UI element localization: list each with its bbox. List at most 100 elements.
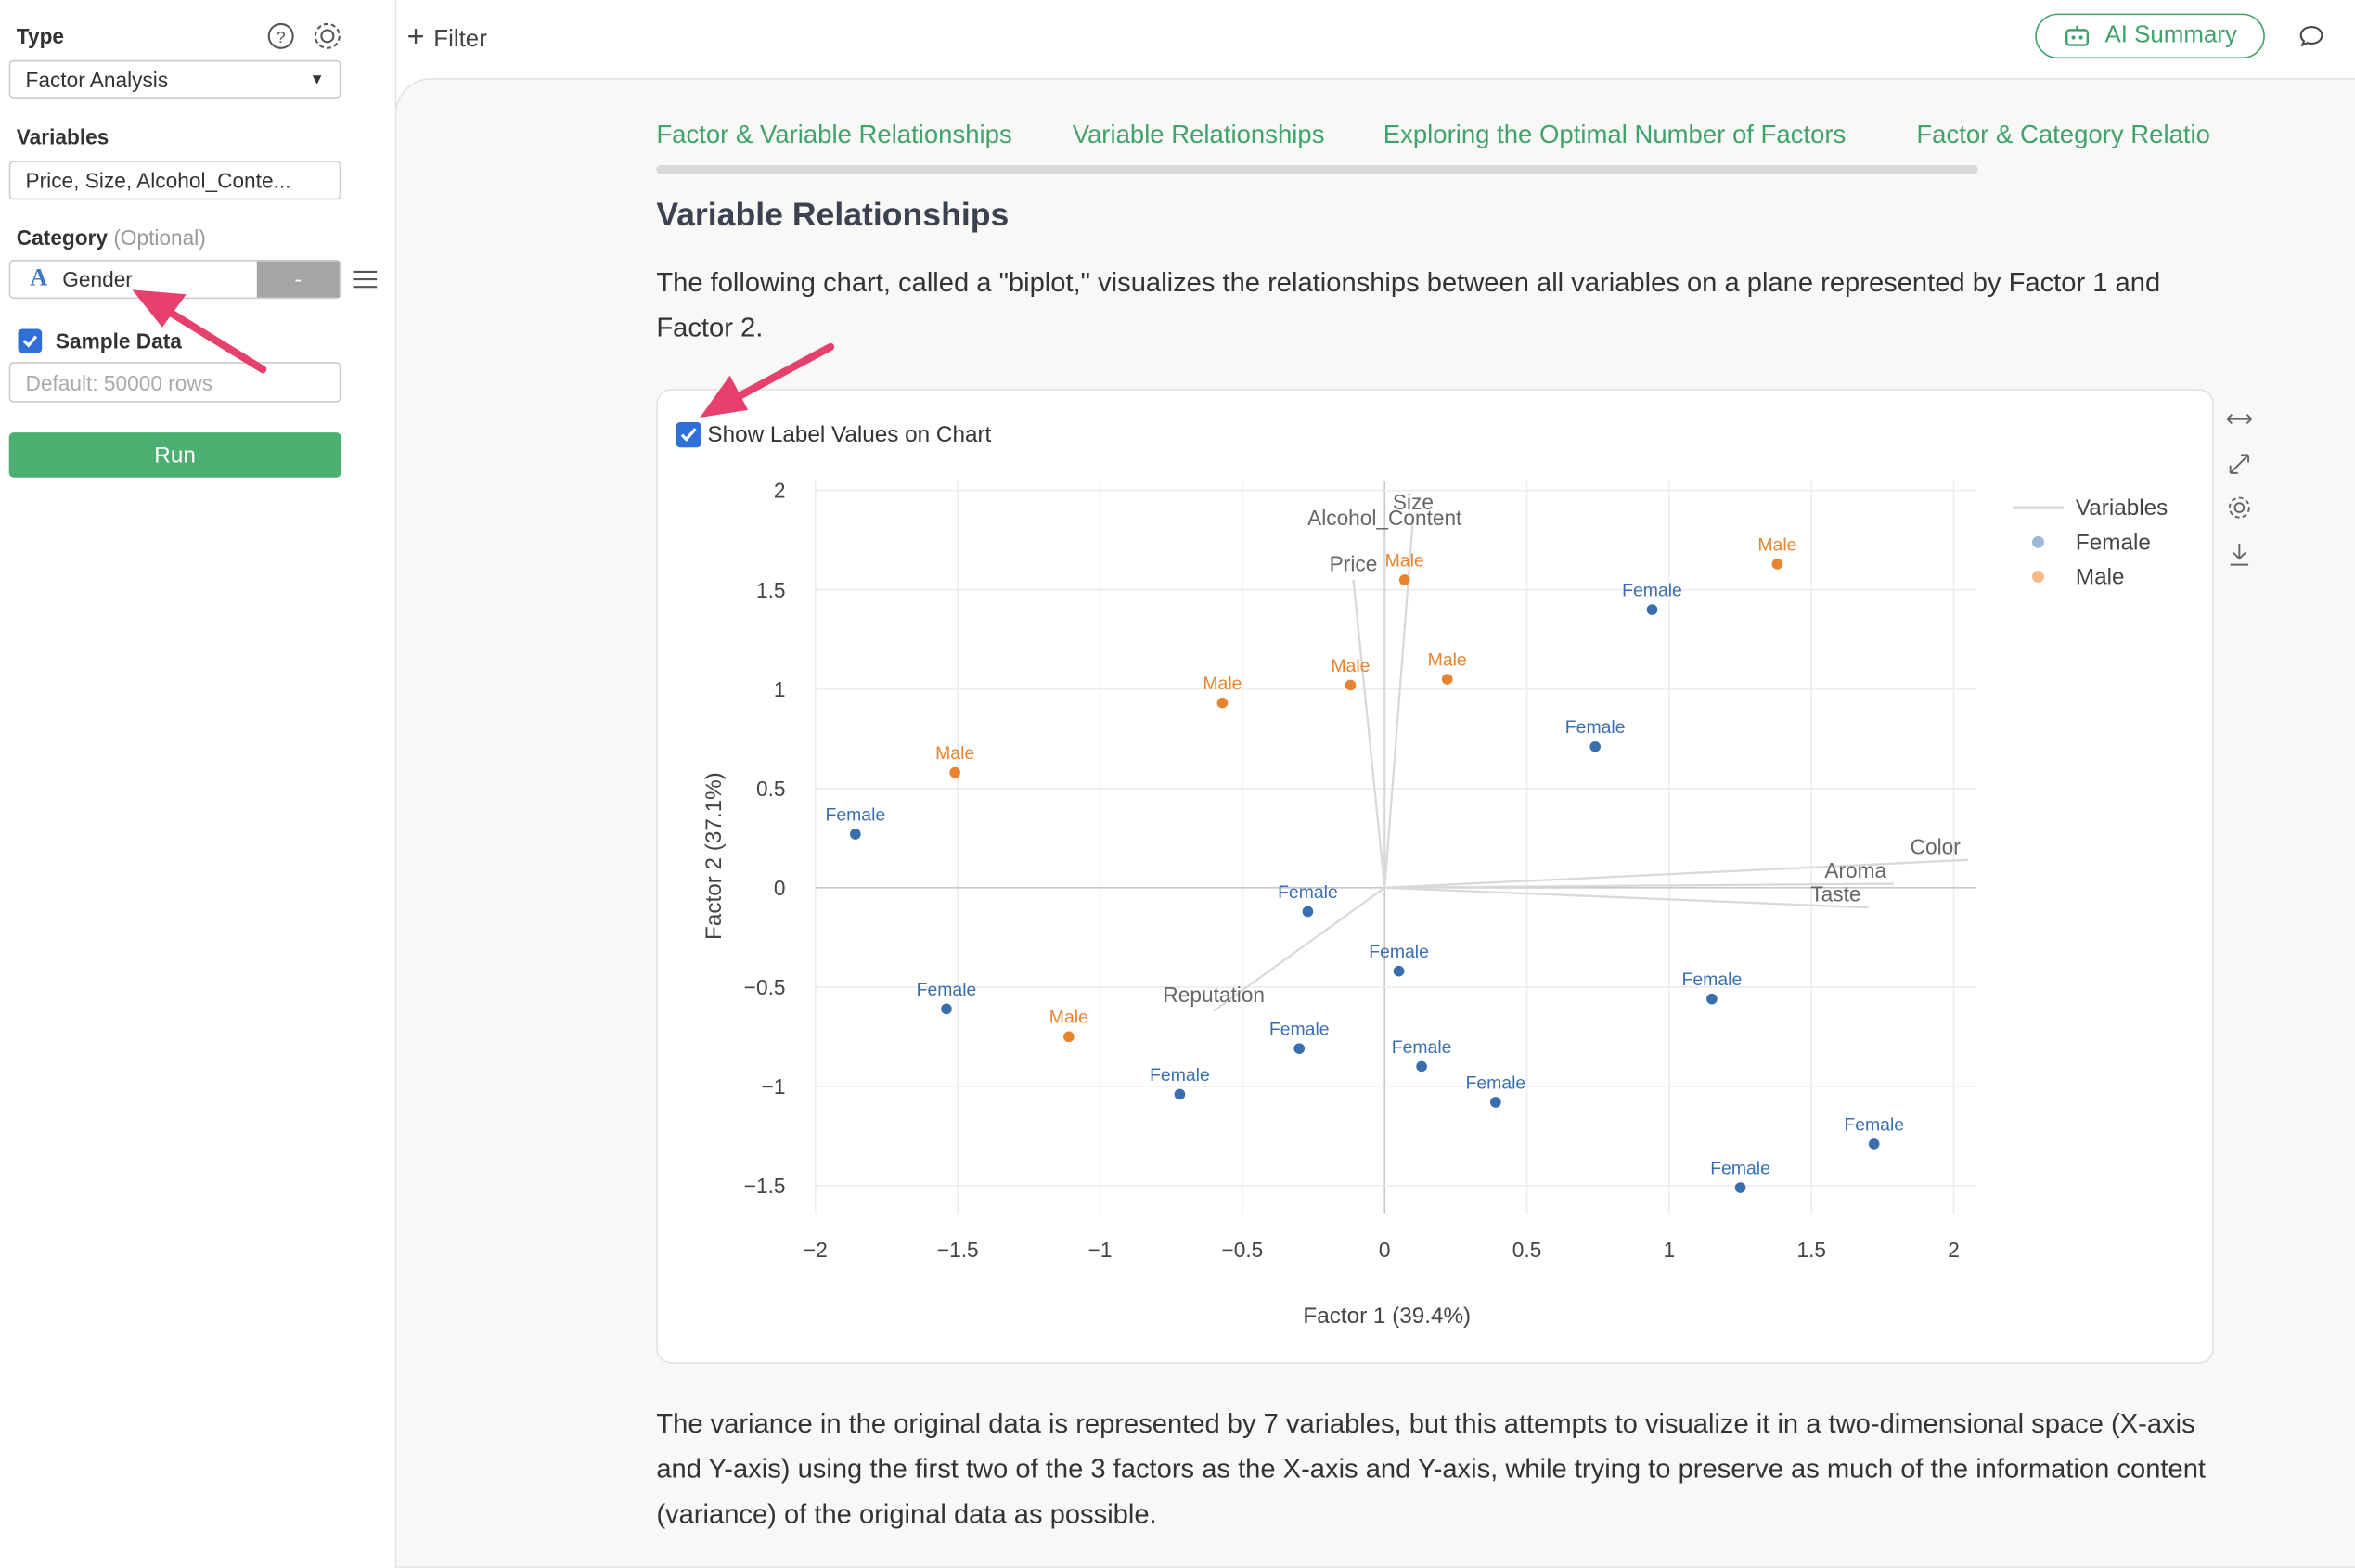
tab[interactable]: Factor & Category Relatio bbox=[1916, 120, 2210, 149]
variable-label: Size bbox=[1393, 490, 1434, 514]
category-value: Gender bbox=[62, 267, 133, 292]
menu-icon[interactable] bbox=[353, 269, 378, 290]
variables-value: Price, Size, Alcohol_Conte... bbox=[25, 168, 291, 193]
point bbox=[1216, 697, 1229, 709]
section-heading: Variable Relationships bbox=[656, 195, 1010, 233]
run-button[interactable]: Run bbox=[8, 432, 341, 478]
legend-label: Female bbox=[2076, 530, 2151, 555]
variable-vector bbox=[1384, 858, 1968, 889]
point-label: Male bbox=[1428, 649, 1467, 670]
variable-vector bbox=[1384, 882, 1895, 889]
y-tick-label: −1.5 bbox=[744, 1174, 786, 1198]
chart-tools[interactable] bbox=[2224, 405, 2254, 571]
point-label: Female bbox=[917, 980, 977, 1000]
legend-label: Variables bbox=[2076, 495, 2168, 521]
variable-vector bbox=[1213, 886, 1385, 1012]
point bbox=[1398, 574, 1410, 585]
outro-text: The variance in the original data is rep… bbox=[656, 1408, 2207, 1529]
point-label: Female bbox=[1844, 1114, 1904, 1135]
variable-label: Taste bbox=[1810, 882, 1860, 906]
x-tick-label: −1.5 bbox=[937, 1238, 979, 1262]
legend-dot bbox=[2031, 535, 2044, 548]
variables-input[interactable]: Price, Size, Alcohol_Conte... bbox=[8, 161, 341, 200]
variable-vector bbox=[1383, 518, 1415, 888]
point-label: Female bbox=[1565, 717, 1626, 738]
sample-input[interactable]: Default: 50000 rows bbox=[8, 362, 341, 403]
y-tick-label: 1.5 bbox=[756, 578, 786, 602]
robot-icon bbox=[2065, 25, 2090, 46]
point bbox=[1345, 679, 1357, 691]
sample-placeholder: Default: 50000 rows bbox=[25, 369, 213, 394]
label-checkbox-text: Show Label Values on Chart bbox=[707, 421, 992, 448]
point bbox=[1416, 1060, 1427, 1073]
point-label: Female bbox=[1369, 942, 1429, 962]
point bbox=[1868, 1138, 1880, 1150]
point bbox=[1706, 993, 1718, 1005]
point-label: Female bbox=[1465, 1073, 1525, 1093]
y-tick-label: −0.5 bbox=[744, 975, 786, 999]
point bbox=[1293, 1043, 1306, 1055]
point-label: Male bbox=[1757, 534, 1796, 555]
category-label: Category (Optional) bbox=[17, 225, 206, 250]
point-label: Male bbox=[1203, 674, 1242, 694]
point-label: Female bbox=[1269, 1020, 1330, 1040]
point bbox=[949, 766, 961, 778]
tab-scrollbar[interactable] bbox=[656, 165, 1978, 174]
y-tick-label: 0.5 bbox=[756, 777, 786, 801]
legend-label: Male bbox=[2076, 565, 2125, 590]
variables-label: Variables bbox=[16, 124, 109, 149]
x-tick-label: −0.5 bbox=[1222, 1238, 1264, 1262]
point-label: Male bbox=[1331, 656, 1370, 676]
category-optional: (Optional) bbox=[113, 225, 206, 250]
ai-summary-label: AI Summary bbox=[2104, 22, 2237, 48]
category-title: Category bbox=[16, 225, 109, 250]
point bbox=[1771, 559, 1783, 570]
category-remove[interactable]: - bbox=[256, 261, 340, 298]
point-label: Female bbox=[1710, 1158, 1770, 1178]
point-label: Male bbox=[1385, 550, 1424, 571]
point-label: Male bbox=[935, 743, 974, 764]
x-tick-label: −2 bbox=[804, 1238, 828, 1262]
x-axis-title: Factor 1 (39.4%) bbox=[1303, 1304, 1471, 1329]
y-tick-label: 1 bbox=[774, 677, 786, 701]
sample-checkbox[interactable] bbox=[18, 328, 43, 353]
point-label: Female bbox=[1682, 970, 1743, 990]
type-value: Factor Analysis bbox=[25, 67, 169, 92]
label-checkbox[interactable] bbox=[676, 421, 701, 448]
point bbox=[941, 1003, 952, 1015]
x-tick-label: 2 bbox=[1948, 1238, 1960, 1262]
svg-text:?: ? bbox=[277, 28, 286, 46]
filter-label: Filter bbox=[433, 27, 487, 53]
point-label: Male bbox=[1049, 1008, 1088, 1028]
point bbox=[850, 829, 861, 840]
type-select[interactable]: Factor Analysis ▼ bbox=[8, 59, 341, 99]
x-tick-label: 1 bbox=[1664, 1238, 1676, 1262]
point bbox=[1393, 965, 1405, 977]
type-label: Type bbox=[16, 23, 65, 48]
tab[interactable]: Factor & Variable Relationships bbox=[656, 120, 1012, 149]
point bbox=[1589, 740, 1601, 752]
point-label: Female bbox=[1150, 1065, 1210, 1086]
tab[interactable]: Variable Relationships bbox=[1072, 120, 1325, 149]
variable-label: Aroma bbox=[1824, 858, 1886, 882]
type-icons[interactable]: ? bbox=[267, 21, 345, 51]
point-label: Female bbox=[825, 804, 885, 825]
ai-summary-button[interactable]: AI Summary bbox=[2035, 13, 2265, 59]
point-label: Female bbox=[1392, 1037, 1452, 1058]
filter-button[interactable]: + Filter bbox=[406, 20, 487, 55]
variable-label: Color bbox=[1911, 834, 1962, 858]
point-label: Female bbox=[1622, 581, 1682, 601]
variable-label: Reputation bbox=[1163, 983, 1265, 1007]
point-label: Female bbox=[1278, 882, 1338, 903]
point bbox=[1441, 674, 1453, 685]
x-tick-label: 0 bbox=[1379, 1238, 1391, 1262]
variable-vector bbox=[1384, 886, 1869, 909]
y-tick-label: −1 bbox=[762, 1074, 786, 1099]
tab[interactable]: Exploring the Optimal Number of Factors bbox=[1383, 120, 1847, 149]
point bbox=[1174, 1088, 1186, 1100]
point bbox=[1734, 1182, 1746, 1193]
y-tick-label: 0 bbox=[774, 876, 786, 900]
comment-icon[interactable] bbox=[2297, 24, 2324, 48]
